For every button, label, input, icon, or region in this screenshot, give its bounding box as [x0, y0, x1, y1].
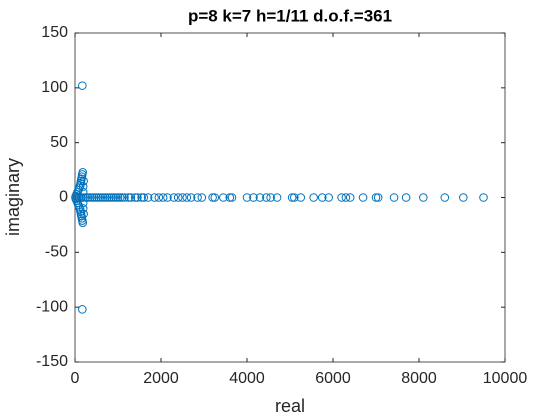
- point: [163, 193, 172, 202]
- point: [85, 193, 95, 202]
- point: [102, 193, 112, 202]
- x-tick-label: 0: [71, 370, 80, 387]
- point: [92, 193, 101, 202]
- point: [81, 193, 91, 202]
- point: [87, 193, 97, 202]
- point: [309, 193, 318, 202]
- point: [186, 193, 196, 202]
- point: [79, 193, 88, 202]
- point: [210, 193, 220, 202]
- point: [272, 193, 282, 202]
- point: [337, 193, 346, 202]
- point: [419, 193, 428, 202]
- point: [113, 193, 123, 202]
- point: [266, 193, 275, 202]
- point: [94, 193, 103, 202]
- point: [79, 176, 88, 186]
- point: [373, 193, 383, 202]
- point: [225, 193, 235, 202]
- x-tick-label: 6000: [315, 370, 351, 387]
- point: [83, 193, 93, 202]
- y-tick-label: -150: [36, 353, 68, 370]
- y-tick-label: -100: [36, 298, 68, 315]
- point: [154, 193, 164, 202]
- point: [479, 193, 488, 202]
- x-tick-label: 10000: [483, 370, 528, 387]
- x-tick-label: 2000: [143, 370, 179, 387]
- point: [78, 81, 87, 90]
- y-axis-label: imaginary: [3, 158, 23, 236]
- point: [290, 193, 299, 202]
- point: [178, 193, 187, 202]
- point: [197, 193, 207, 202]
- y-tick-label: 100: [41, 79, 68, 96]
- point: [118, 193, 127, 202]
- x-axis-label: real: [275, 396, 305, 416]
- y-tick-label: 150: [41, 24, 68, 41]
- point: [242, 193, 252, 202]
- point: [105, 193, 114, 202]
- point: [111, 193, 121, 202]
- point: [107, 193, 116, 202]
- point: [440, 193, 450, 202]
- point: [458, 193, 468, 202]
- point: [78, 187, 88, 197]
- point: [77, 193, 86, 202]
- x-tick-label: 8000: [401, 370, 437, 387]
- point: [345, 193, 355, 202]
- point: [341, 193, 351, 202]
- point: [139, 193, 149, 202]
- y-tick-label: 0: [59, 189, 68, 206]
- y-tick-label: -50: [45, 244, 68, 261]
- point: [72, 193, 82, 202]
- x-tick-label: 4000: [229, 370, 265, 387]
- point: [98, 193, 108, 202]
- point: [120, 193, 129, 202]
- point: [208, 193, 217, 202]
- point: [317, 193, 327, 202]
- point: [137, 193, 146, 202]
- point: [79, 209, 88, 219]
- point: [401, 193, 411, 202]
- point: [219, 193, 228, 202]
- point: [78, 204, 88, 213]
- point: [90, 193, 99, 202]
- point: [143, 193, 153, 202]
- point: [255, 193, 265, 202]
- y-tick-label: 50: [50, 134, 68, 151]
- point: [158, 193, 168, 202]
- point: [296, 193, 306, 202]
- point: [150, 193, 159, 202]
- point: [133, 193, 142, 202]
- point: [262, 193, 271, 202]
- point: [78, 305, 87, 314]
- point: [100, 193, 110, 202]
- point: [173, 193, 183, 202]
- point: [287, 193, 297, 202]
- point: [109, 193, 118, 202]
- point: [126, 193, 136, 202]
- point: [182, 193, 192, 202]
- point: [389, 193, 399, 202]
- point: [324, 193, 334, 202]
- point: [193, 193, 202, 202]
- point: [124, 193, 134, 202]
- point: [78, 182, 88, 191]
- point: [78, 198, 88, 208]
- point: [227, 193, 237, 202]
- point: [96, 193, 106, 202]
- point: [115, 193, 125, 202]
- point: [249, 193, 258, 202]
- point: [358, 193, 368, 202]
- point: [169, 193, 179, 202]
- point: [130, 193, 140, 202]
- chart-title: p=8 k=7 h=1/11 d.o.f.=361: [188, 6, 392, 25]
- point: [371, 193, 381, 202]
